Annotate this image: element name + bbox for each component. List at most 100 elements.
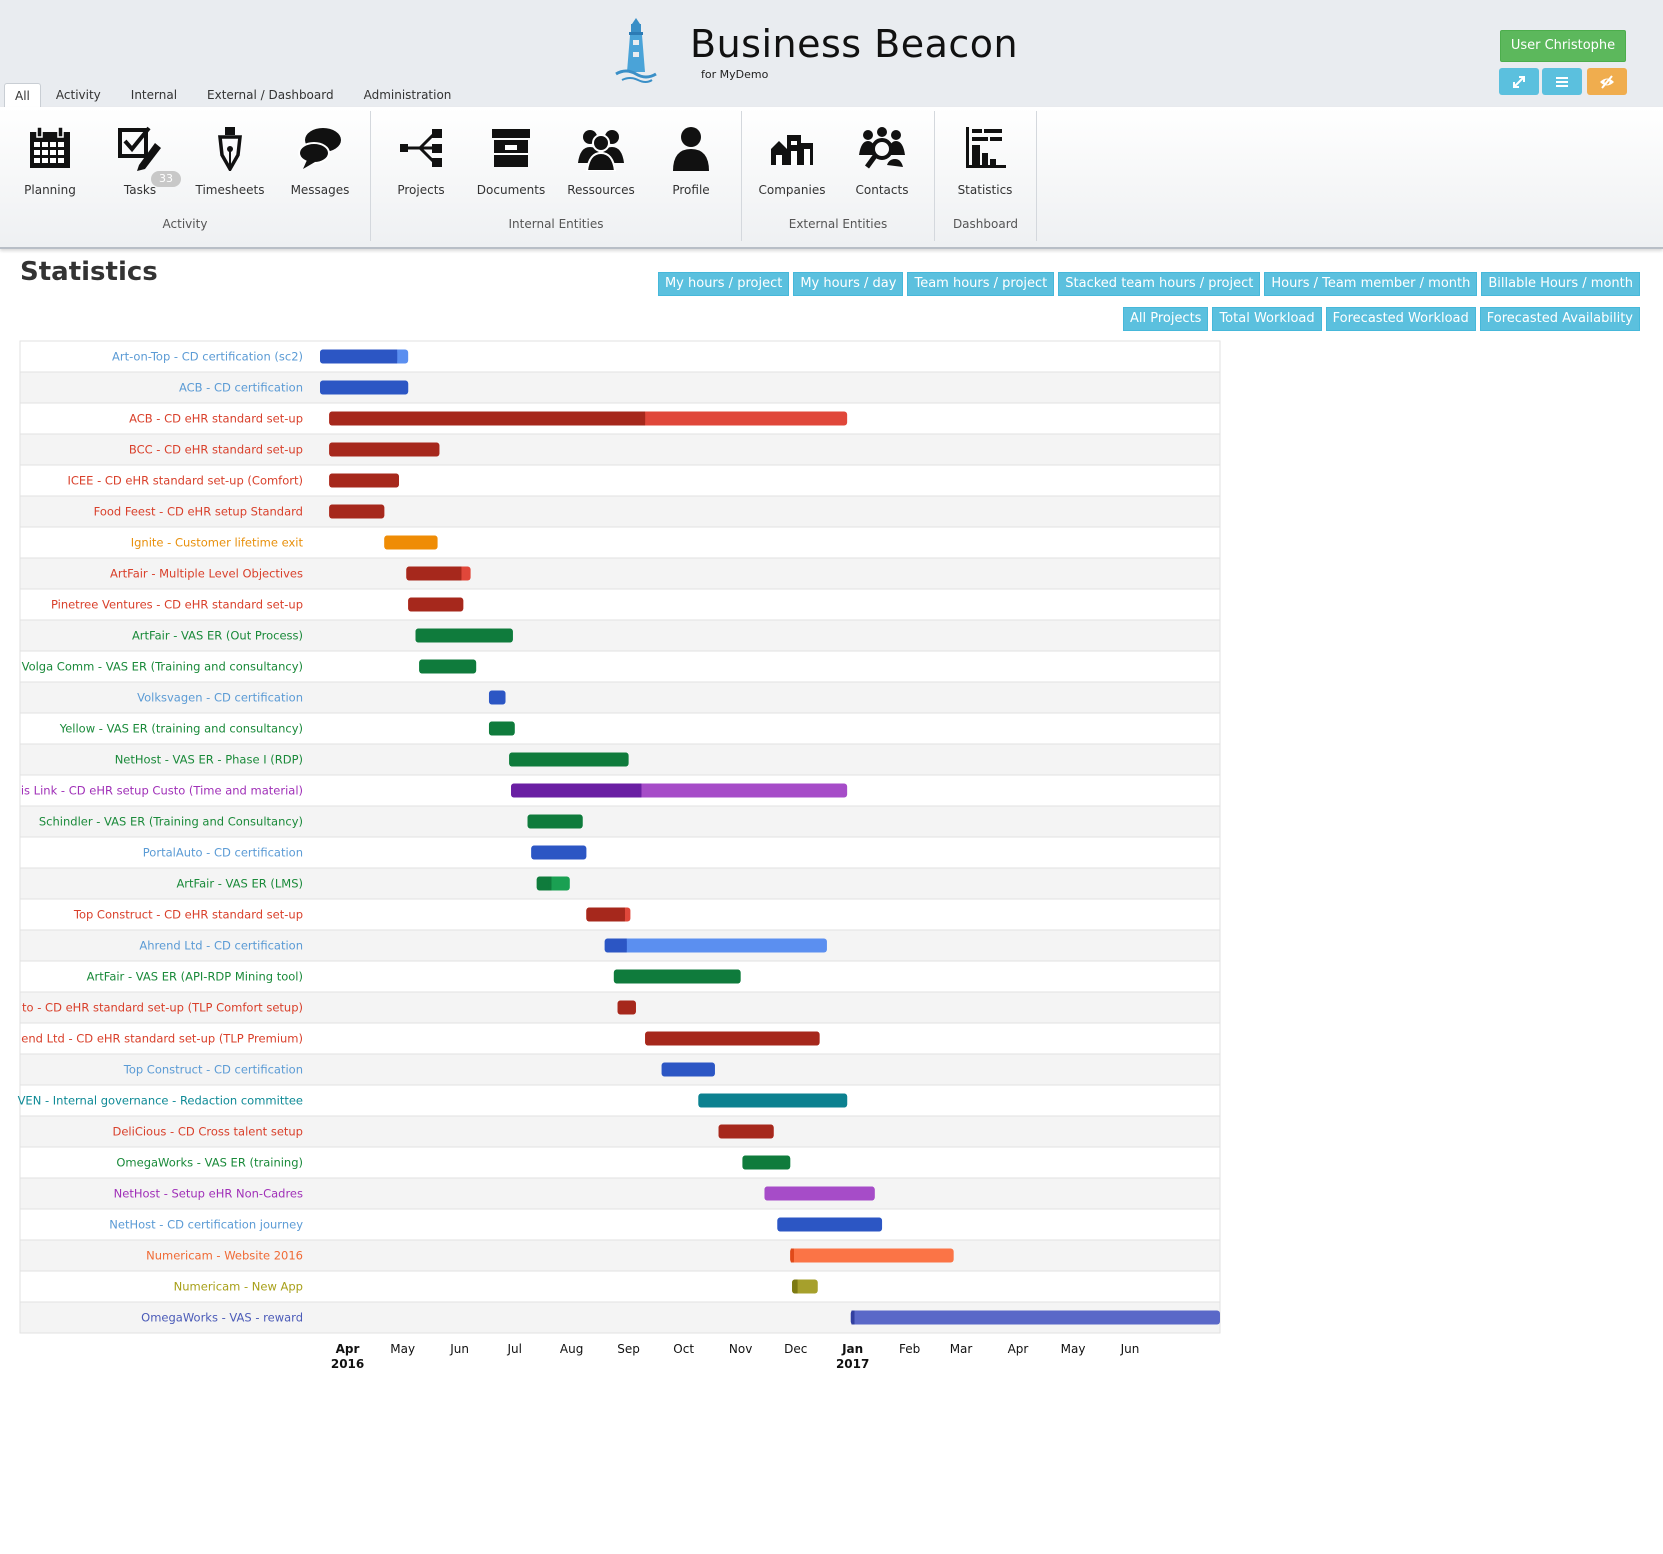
- contacts-label: Contacts: [855, 183, 909, 197]
- stats-buttons-row2: All Projects Total Workload Forecasted W…: [1122, 307, 1640, 331]
- gantt-bar-progress: [777, 1217, 883, 1232]
- statistics-label: Statistics: [957, 183, 1013, 197]
- gantt-row-band: [19, 960, 1221, 993]
- gantt-bar-remaining: [329, 442, 440, 457]
- statistics-chart-icon: [966, 127, 1006, 168]
- expand-icon: [1513, 75, 1525, 88]
- stats-buttons-row1: My hours / project My hours / day Team h…: [657, 272, 1640, 296]
- tab-activity[interactable]: Activity: [55, 88, 101, 102]
- group-label-internal: Internal Entities: [508, 217, 604, 231]
- gantt-bar-progress: [509, 752, 629, 767]
- tab-internal[interactable]: Internal: [130, 88, 178, 102]
- total-workload-button[interactable]: Total Workload: [1212, 307, 1322, 331]
- gantt-row-label: NetHost - VAS ER - Phase I (RDP): [115, 753, 303, 767]
- statistics-button[interactable]: Statistics: [940, 125, 1030, 197]
- x-axis-tick-label: Jul: [506, 1342, 521, 1356]
- menu-button[interactable]: [1542, 68, 1582, 95]
- gantt-row-band: [19, 1208, 1221, 1241]
- x-axis-tick-label: Apr: [336, 1342, 360, 1356]
- archive-box-icon: [492, 129, 530, 167]
- gantt-bar-remaining: [790, 1248, 954, 1263]
- gantt-row-label: NetHost - CD certification journey: [109, 1218, 303, 1232]
- documents-button[interactable]: Documents: [466, 125, 556, 197]
- team-hours-project-button[interactable]: Team hours / project: [907, 272, 1055, 296]
- tasks-count-badge: 33: [151, 171, 181, 187]
- gantt-row-label: Top Construct - CD eHR standard set-up: [73, 908, 303, 922]
- tasks-checkbox-icon: [118, 126, 161, 171]
- my-hours-project-button[interactable]: My hours / project: [657, 272, 790, 296]
- project-tree-icon: [400, 129, 442, 167]
- gantt-bar-remaining: [792, 1279, 818, 1294]
- hours-team-member-month-button[interactable]: Hours / Team member / month: [1264, 272, 1478, 296]
- gantt-row-band: [19, 1177, 1221, 1210]
- gantt-row-band: [19, 619, 1221, 652]
- gantt-row-band: [19, 650, 1221, 683]
- gantt-bar-progress: [850, 1310, 855, 1325]
- contacts-search-icon: [859, 127, 905, 169]
- profile-button[interactable]: Profile: [646, 125, 736, 197]
- forecasted-availability-button[interactable]: Forecasted Availability: [1479, 307, 1640, 331]
- x-axis-year-label: 2016: [331, 1357, 364, 1371]
- group-label-dashboard: Dashboard: [952, 217, 1019, 231]
- lighthouse-logo-icon: [615, 18, 657, 83]
- tab-external-dashboard[interactable]: External / Dashboard: [207, 88, 334, 102]
- gantt-row-label: OmegaWorks - VAS ER (training): [116, 1156, 303, 1170]
- gantt-row-label: Volga Comm - VAS ER (Training and consul…: [22, 660, 303, 674]
- gantt-row-label: PortalAuto - CD certification: [143, 846, 303, 860]
- contacts-button[interactable]: Contacts: [837, 125, 927, 197]
- gantt-row-band: [19, 340, 1221, 373]
- gantt-bar-remaining: [645, 1031, 820, 1046]
- gantt-row-label: Ignite - Customer lifetime exit: [131, 536, 304, 550]
- gantt-bar-progress: [415, 628, 513, 643]
- nav-tabs: All Activity Internal External / Dashboa…: [4, 83, 466, 108]
- companies-button[interactable]: Companies: [747, 125, 837, 197]
- tasks-button[interactable]: 33 Tasks: [95, 125, 185, 197]
- gantt-bar-progress: [329, 442, 440, 457]
- gantt-row-label: ArtFair - VAS ER (API-RDP Mining tool): [87, 970, 303, 984]
- gantt-row-band: [19, 1146, 1221, 1179]
- forecasted-workload-button[interactable]: Forecasted Workload: [1325, 307, 1476, 331]
- tab-administration[interactable]: Administration: [363, 88, 452, 102]
- gantt-bar-remaining: [536, 876, 570, 891]
- gantt-bar-remaining: [384, 535, 438, 550]
- gantt-row-band: [19, 681, 1221, 714]
- gantt-row-band: [19, 1115, 1221, 1148]
- projects-button[interactable]: Projects: [376, 125, 466, 197]
- pen-nib-icon: [218, 127, 242, 171]
- gantt-bar-remaining: [764, 1186, 875, 1201]
- gantt-row-band: [19, 402, 1221, 435]
- all-projects-button[interactable]: All Projects: [1122, 307, 1209, 331]
- billable-hours-month-button[interactable]: Billable Hours / month: [1481, 272, 1640, 296]
- gantt-bar-progress: [764, 1186, 875, 1201]
- messages-button[interactable]: Messages: [275, 125, 365, 197]
- stacked-team-hours-button[interactable]: Stacked team hours / project: [1058, 272, 1261, 296]
- tab-all[interactable]: All: [4, 83, 41, 108]
- x-axis-tick-label: May: [1061, 1342, 1086, 1356]
- profile-label: Profile: [672, 183, 710, 197]
- gantt-bar-progress: [320, 349, 398, 364]
- hide-button[interactable]: [1587, 68, 1627, 95]
- timesheets-button[interactable]: Timesheets: [185, 125, 275, 197]
- user-button[interactable]: User Christophe: [1500, 30, 1626, 62]
- my-hours-day-button[interactable]: My hours / day: [793, 272, 904, 296]
- gantt-row-label: ArtFair - Multiple Level Objectives: [110, 567, 303, 581]
- ressources-label: Ressources: [567, 183, 635, 197]
- ressources-button[interactable]: Ressources: [556, 125, 646, 197]
- gantt-row-band: [19, 991, 1221, 1024]
- gantt-bar-progress: [792, 1279, 798, 1294]
- gantt-bar-progress: [488, 690, 506, 705]
- people-group-icon: [578, 130, 624, 171]
- gantt-bar-progress: [742, 1155, 791, 1170]
- gantt-bar-progress-edge: [394, 349, 398, 364]
- gantt-row-label: ArtFair - VAS ER (LMS): [176, 877, 303, 891]
- gantt-row-band: [19, 1301, 1221, 1334]
- gantt-bar-progress: [645, 1031, 820, 1046]
- expand-button[interactable]: [1499, 68, 1539, 95]
- planning-button[interactable]: Planning: [5, 125, 95, 197]
- gantt-row-band: [19, 898, 1221, 931]
- gantt-row-band: [19, 774, 1221, 807]
- gantt-row-label: Volksvagen - CD certification: [137, 691, 303, 705]
- x-axis-tick-label: May: [390, 1342, 415, 1356]
- gantt-bar-remaining: [742, 1155, 791, 1170]
- gantt-bar-remaining: [320, 349, 409, 364]
